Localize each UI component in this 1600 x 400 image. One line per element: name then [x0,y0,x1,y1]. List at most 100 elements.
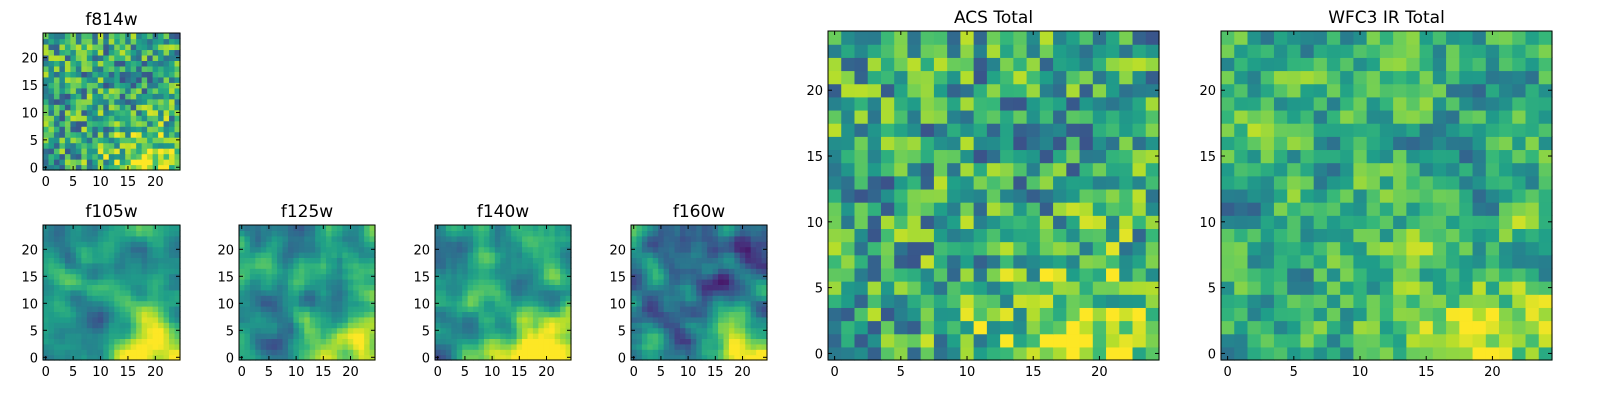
heatmap-cell [59,284,66,291]
heatmap-cell [97,333,104,339]
heatmap-cell [538,279,545,285]
heatmap-cell [1393,307,1407,322]
heatmap-cell [663,268,670,275]
heatmap-cell [320,246,327,253]
heatmap-cell [315,230,322,237]
heatmap-cell [756,311,763,318]
heatmap-cell [456,241,463,248]
heatmap-cell [298,252,305,258]
heatmap-cell [1039,294,1054,308]
heatmap-cell [271,252,278,258]
heatmap-cell [130,54,137,61]
heatmap-cell [75,115,82,122]
heatmap-cell [249,289,256,296]
heatmap-cell [1485,175,1500,190]
heatmap-cell [1525,294,1540,308]
heatmap-cell [92,327,99,334]
heatmap-cell [48,252,55,258]
heatmap-cell [158,109,165,116]
heatmap-cell [43,343,50,350]
heatmap-cell [369,322,376,329]
heatmap-cell [522,230,529,237]
heatmap-cell [97,49,104,56]
heatmap-cell [1053,281,1067,295]
heatmap-cell [136,322,143,329]
heatmap-cell [462,311,469,318]
heatmap-cell [647,316,654,323]
heatmap-cell [1287,228,1302,243]
heatmap-cell [1485,109,1500,124]
heatmap-cell [1485,333,1500,348]
x-tick-label: 10 [92,365,109,380]
heatmap-cell [136,38,143,45]
heatmap-cell [64,82,71,89]
heatmap-cell [685,338,692,345]
heatmap-cell [867,70,882,85]
heatmap-cell [745,306,752,312]
heatmap-cell [527,306,534,312]
heatmap-cell [462,338,469,345]
heatmap-cell [239,306,246,312]
heatmap-cell [696,235,703,242]
heatmap-cell [756,289,763,296]
heatmap-cell [701,333,708,339]
heatmap-cell [494,316,501,323]
heatmap-cell [761,225,768,231]
heatmap-cell [462,333,469,339]
heatmap-cell [756,327,763,334]
heatmap-cell [336,279,343,285]
heatmap-cell [1013,202,1028,216]
heatmap-cell [64,354,71,361]
heatmap-cell [494,300,501,307]
heatmap-cell [1512,44,1527,58]
heatmap-cell [282,246,289,253]
heatmap-cell [1000,162,1014,177]
heatmap-cell [554,349,561,356]
heatmap-cell [169,252,176,258]
heatmap-cell [53,109,61,116]
heatmap-cell [1247,202,1262,216]
heatmap-cell [1026,281,1041,295]
heatmap-cell [1326,136,1341,151]
heatmap-cell [130,159,137,166]
heatmap-cell [174,126,181,133]
heatmap-cell [723,273,730,280]
heatmap-cell [1326,57,1341,72]
heatmap-cell [1472,228,1487,243]
heatmap-cell [1446,333,1460,348]
heatmap-cell [1066,281,1081,295]
y-tick-label: 20 [413,243,430,258]
heatmap-cell [745,279,752,285]
heatmap-cell [1053,123,1067,137]
heatmap-cell [1472,109,1487,124]
heatmap-cell [141,262,148,269]
heatmap-cell [114,153,121,160]
heatmap-cell [658,322,665,329]
heatmap-cell [739,284,746,291]
heatmap-cell [347,306,354,312]
heatmap-cell [652,343,659,350]
heatmap-cell [48,33,55,40]
heatmap-cell [663,252,670,258]
heatmap-cell [97,306,104,312]
heatmap-cell [347,327,354,334]
heatmap-cell [1499,188,1513,203]
heatmap-cell [358,311,365,318]
heatmap-cell [108,60,115,67]
heatmap-cell [326,333,333,339]
heatmap-cell [1406,149,1421,164]
heatmap-cell [674,252,681,258]
heatmap-cell [1053,31,1067,45]
heatmap-cell [440,322,447,329]
heatmap-cell [48,164,55,171]
heatmap-cell [86,268,93,275]
heatmap-cell [1326,109,1341,124]
heatmap-cell [532,306,539,312]
heatmap-cell [1393,149,1407,164]
heatmap-cell [696,241,703,248]
heatmap-cell [293,230,300,237]
heatmap-cell [304,284,311,291]
heatmap-cell [473,252,480,258]
heatmap-cell [1499,202,1513,216]
heatmap-cell [260,235,267,242]
